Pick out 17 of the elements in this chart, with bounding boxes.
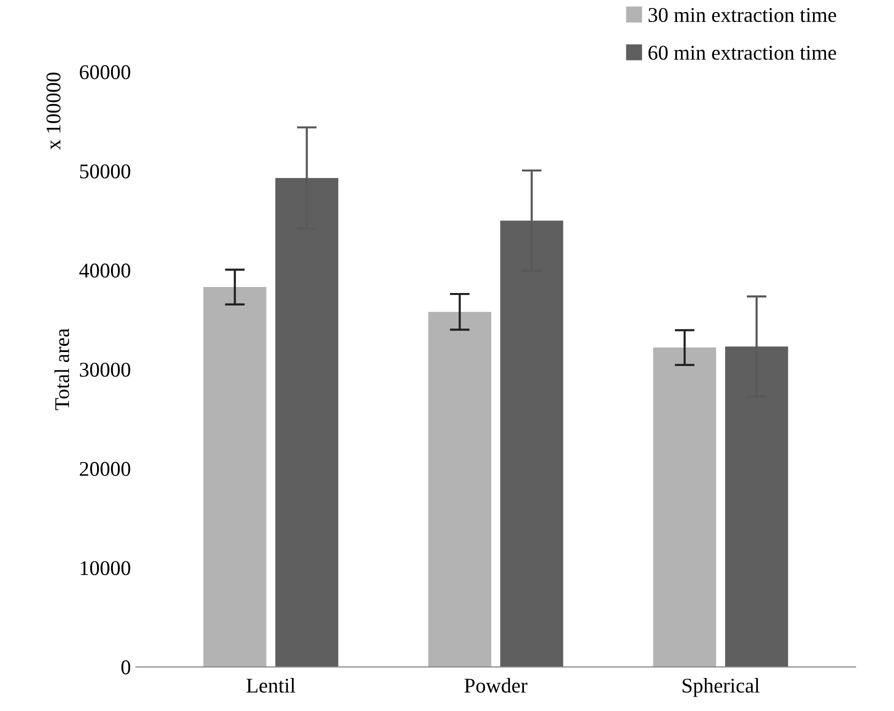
y-tick-label: 0: [121, 660, 130, 674]
text: x 100000: [46, 72, 60, 150]
bar: [653, 348, 716, 667]
bar: [203, 287, 266, 667]
legend-label: 60 min extraction time: [648, 46, 836, 60]
y-tick-label: 50000: [80, 164, 130, 178]
y-tick-label: 10000: [80, 561, 130, 576]
x-tick-label: Spherical: [682, 678, 760, 697]
bar: [428, 312, 492, 667]
x-tick-label: Powder: [464, 678, 528, 693]
y-tick-label: 60000: [80, 65, 130, 80]
x-tick-label: Lentil: [246, 678, 296, 693]
y-axis-title: Total area: [54, 328, 70, 410]
y-tick-label: 30000: [80, 362, 130, 377]
y-tick-label: 20000: [80, 462, 130, 476]
legend-label: 30 min extraction time: [648, 8, 836, 22]
y-tick-label: 40000: [79, 264, 130, 278]
